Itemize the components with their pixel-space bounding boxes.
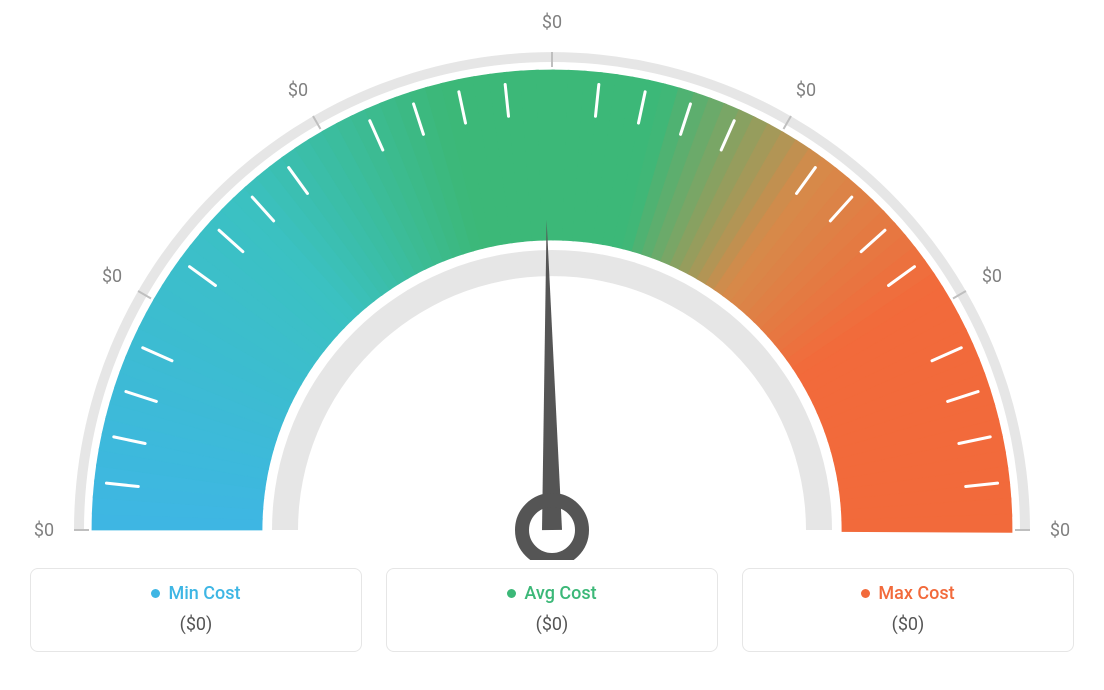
legend-label-avg: Avg Cost bbox=[524, 583, 596, 604]
legend-box-avg: Avg Cost ($0) bbox=[386, 568, 718, 652]
legend-title-min: Min Cost bbox=[151, 583, 240, 604]
legend-label-min: Min Cost bbox=[168, 583, 240, 604]
gauge-tick-label: $0 bbox=[102, 266, 122, 287]
legend-label-max: Max Cost bbox=[878, 583, 954, 604]
legend-dot-max bbox=[861, 589, 870, 598]
legend-dot-min bbox=[151, 589, 160, 598]
gauge-tick-label: $0 bbox=[982, 266, 1002, 287]
legend-value-min: ($0) bbox=[41, 614, 351, 635]
gauge-tick-label: $0 bbox=[542, 12, 562, 33]
legend-dot-avg bbox=[507, 589, 516, 598]
gauge-tick-label: $0 bbox=[34, 520, 54, 541]
gauge-tick-label: $0 bbox=[288, 80, 308, 101]
legend-row: Min Cost ($0) Avg Cost ($0) Max Cost ($0… bbox=[0, 568, 1104, 652]
legend-title-avg: Avg Cost bbox=[507, 583, 596, 604]
legend-box-max: Max Cost ($0) bbox=[742, 568, 1074, 652]
legend-value-max: ($0) bbox=[753, 614, 1063, 635]
gauge-chart: $0 $0 $0 $0 $0 $0 $0 bbox=[0, 0, 1104, 560]
legend-box-min: Min Cost ($0) bbox=[30, 568, 362, 652]
legend-value-avg: ($0) bbox=[397, 614, 707, 635]
gauge-svg: $0 $0 $0 $0 $0 $0 $0 bbox=[0, 0, 1104, 560]
gauge-tick-label: $0 bbox=[796, 80, 816, 101]
legend-title-max: Max Cost bbox=[861, 583, 954, 604]
gauge-tick-label: $0 bbox=[1050, 520, 1070, 541]
